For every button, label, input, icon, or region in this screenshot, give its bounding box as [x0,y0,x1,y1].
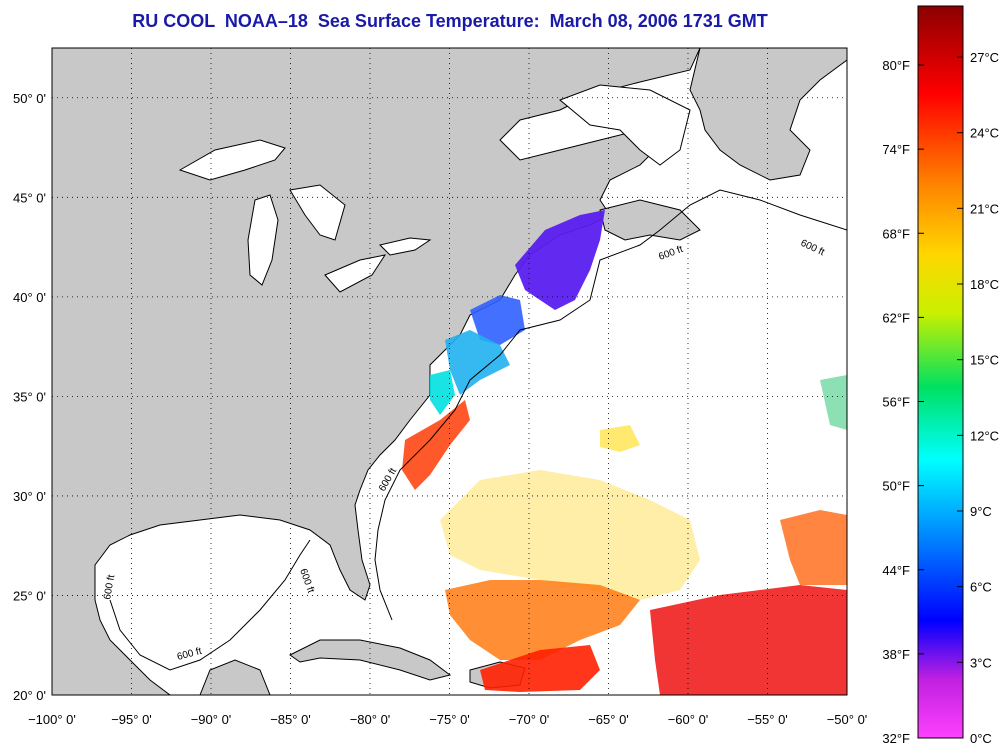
longitude-labels: −100° 0' −95° 0' −90° 0' −85° 0' −80° 0' −75°… [28,712,867,727]
gulf-st-lawrence [559,84,691,166]
colorbar-c-label: 6°C [970,580,992,595]
colorbar-c-label: 24°C [970,126,999,141]
contour-label: 600 ft [102,574,117,601]
colorbar-f-label: 56°F [882,395,910,410]
longitude-tick-label: −80° 0' [350,712,391,727]
colorbar-f-label: 50°F [882,479,910,494]
yucatan-land [199,659,271,695]
sst-mid-yellow-patch [600,425,640,452]
colorbar-c-label: 27°C [970,50,999,65]
colorbar-c-label: 15°C [970,353,999,368]
colorbar-c-label: 21°C [970,201,999,216]
colorbar-celsius-labels: 27°C 24°C 21°C 18°C 15°C 12°C 9°C 6°C 3°C 0°C [957,50,999,746]
latitude-tick-label: 30° 0' [13,489,46,504]
colorbar-c-label: 9°C [970,504,992,519]
sst-atlantic-orange [445,580,640,660]
sst-data-layer [402,210,847,695]
sst-east-red [650,585,847,695]
newfoundland-land [689,48,847,181]
longitude-tick-label: −70° 0' [509,712,550,727]
longitude-tick-label: −85° 0' [270,712,311,727]
longitude-tick-label: −50° 0' [827,712,868,727]
colorbar-f-label: 32°F [882,731,910,746]
map-plot-area [52,48,847,695]
latitude-tick-label: 25° 0' [13,588,46,603]
map-frame [51,47,848,696]
depth-contour-600ft [109,189,847,671]
colorbar-fahrenheit-labels: 80°F 74°F 68°F 62°F 56°F 50°F 44°F 38°F 32°F [882,58,924,746]
inland-waters [178,84,691,293]
sst-southern-new-england [470,295,525,345]
lake-huron [289,184,346,241]
sst-virginia-coast [430,370,455,415]
latitude-tick-label: 50° 0' [13,91,46,106]
lake-erie [324,254,387,293]
sst-mid-atlantic [445,330,510,395]
sst-gulf-of-maine [515,210,605,310]
colorbar [917,5,964,739]
longitude-tick-label: −55° 0' [747,712,788,727]
colorbar-f-label: 68°F [882,226,910,241]
latitude-tick-label: 35° 0' [13,389,46,404]
sst-caribbean-red [480,645,600,692]
colorbar-f-label: 38°F [882,647,910,662]
north-america-land [52,48,701,695]
land-masses [52,48,847,695]
sst-atlantic-yellow [440,470,700,600]
longitude-tick-label: −60° 0' [668,712,709,727]
map-title: RU COOL NOAA–18 Sea Surface Temperature:… [132,11,768,31]
sst-east-orange [780,510,847,585]
colorbar-f-label: 80°F [882,58,910,73]
longitude-tick-label: −65° 0' [588,712,629,727]
longitude-tick-label: −100° 0' [28,712,76,727]
lake-ontario [379,237,432,256]
longitude-tick-label: −95° 0' [111,712,152,727]
nova-scotia-land [599,199,701,241]
colorbar-c-label: 3°C [970,655,992,670]
longitude-tick-label: −90° 0' [191,712,232,727]
sst-east-green [820,375,847,430]
colorbar-c-label: 0°C [970,731,992,746]
colorbar-f-label: 44°F [882,563,910,578]
lake-superior [178,139,286,181]
latitude-tick-label: 45° 0' [13,190,46,205]
latitude-labels: 20° 0' 25° 0' 30° 0' 35° 0' 40° 0' 45° 0' 50° … [13,91,46,703]
cuba-land [289,639,452,681]
colorbar-f-label: 62°F [882,310,910,325]
colorbar-c-label: 18°C [970,277,999,292]
longitude-tick-label: −75° 0' [429,712,470,727]
sst-gulf-stream-edge [402,400,470,490]
latitude-tick-label: 20° 0' [13,688,46,703]
lake-michigan [247,194,279,286]
colorbar-c-label: 12°C [970,428,999,443]
latitude-tick-label: 40° 0' [13,290,46,305]
colorbar-f-label: 74°F [882,142,910,157]
